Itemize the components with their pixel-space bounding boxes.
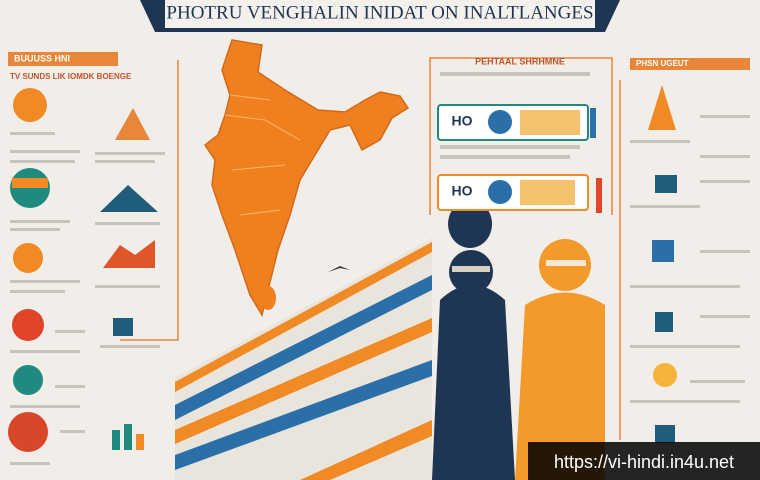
india-map <box>203 39 410 317</box>
icon <box>136 434 144 450</box>
building <box>175 238 432 480</box>
icon <box>8 412 48 452</box>
card-label: HO <box>452 113 473 129</box>
panel-subtitle: TV SUNDS LIK IOMDK BOENGE <box>10 72 132 81</box>
watermark-bg <box>528 442 760 480</box>
title-plate <box>165 0 595 28</box>
icon <box>124 424 132 450</box>
icon <box>12 309 44 341</box>
map-borders <box>224 94 301 216</box>
panel-header <box>8 52 118 66</box>
icon <box>13 365 43 395</box>
watermark: https://vi-hindi.in4u.net <box>554 452 734 472</box>
icon <box>112 430 120 450</box>
icon <box>100 185 158 212</box>
bird <box>328 266 350 272</box>
icon <box>113 318 133 336</box>
frame-line <box>120 60 179 341</box>
glasses <box>452 266 490 272</box>
card-label: HO <box>452 183 473 199</box>
person <box>515 292 605 480</box>
glasses <box>546 260 586 266</box>
title: PHOTRU VENGHALIN INIDAT ON INALTLANGES <box>166 2 593 23</box>
text-lines <box>10 132 165 465</box>
icon <box>13 88 47 122</box>
panel-title: PEHTAAL SHRHMNE <box>475 56 565 66</box>
icon <box>13 243 43 273</box>
panel-title: BUUUSS HNI <box>14 53 70 63</box>
island <box>260 286 276 310</box>
person <box>432 200 515 480</box>
left-panel: BUUUSS HNI TV SUNDS LIK IOMDK BOENGE <box>8 52 179 465</box>
panel-title: PHSN UGEUT <box>636 59 689 68</box>
icon <box>12 178 48 188</box>
right-panel: PHSN UGEUT <box>619 58 750 443</box>
center-panel: PEHTAAL SHRHMNE HO HO <box>429 56 613 215</box>
icon <box>103 240 155 268</box>
icon <box>115 108 150 140</box>
